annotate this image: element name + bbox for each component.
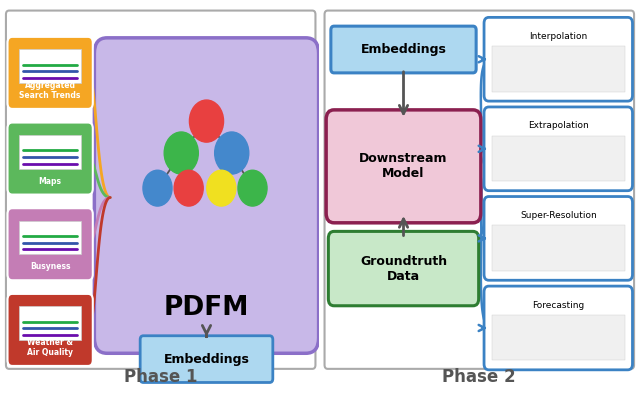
FancyBboxPatch shape: [19, 135, 81, 169]
Text: Phase 1: Phase 1: [124, 369, 198, 386]
FancyBboxPatch shape: [324, 11, 634, 369]
FancyBboxPatch shape: [492, 136, 625, 181]
FancyBboxPatch shape: [326, 110, 481, 223]
FancyBboxPatch shape: [19, 49, 81, 83]
Circle shape: [189, 100, 223, 142]
Text: Super-Resolution: Super-Resolution: [520, 211, 596, 220]
FancyBboxPatch shape: [19, 307, 81, 340]
FancyBboxPatch shape: [492, 46, 625, 92]
Text: Groundtruth
Data: Groundtruth Data: [360, 254, 447, 282]
FancyBboxPatch shape: [94, 38, 319, 353]
FancyBboxPatch shape: [8, 122, 93, 195]
Text: Extrapolation: Extrapolation: [528, 121, 589, 130]
FancyBboxPatch shape: [8, 294, 93, 366]
Text: Busyness: Busyness: [30, 262, 70, 271]
FancyBboxPatch shape: [492, 315, 625, 361]
Circle shape: [207, 170, 236, 206]
Text: Weather &
Air Quality: Weather & Air Quality: [27, 338, 73, 357]
FancyBboxPatch shape: [140, 336, 273, 382]
Text: Aggregated
Search Trends: Aggregated Search Trends: [19, 81, 81, 100]
Text: Embeddings: Embeddings: [164, 353, 250, 366]
FancyBboxPatch shape: [331, 26, 476, 73]
FancyBboxPatch shape: [8, 208, 93, 280]
FancyBboxPatch shape: [484, 17, 632, 101]
FancyBboxPatch shape: [492, 225, 625, 271]
Text: Embeddings: Embeddings: [360, 43, 447, 56]
FancyBboxPatch shape: [484, 197, 632, 280]
Text: PDFM: PDFM: [164, 295, 249, 322]
Circle shape: [143, 170, 172, 206]
Text: Interpolation: Interpolation: [529, 32, 588, 41]
Circle shape: [214, 132, 249, 174]
FancyBboxPatch shape: [484, 286, 632, 370]
Circle shape: [174, 170, 204, 206]
FancyBboxPatch shape: [6, 11, 316, 369]
FancyBboxPatch shape: [484, 107, 632, 191]
Text: Forecasting: Forecasting: [532, 301, 584, 310]
Text: Maps: Maps: [38, 177, 61, 186]
Text: Downstream
Model: Downstream Model: [359, 152, 448, 181]
Circle shape: [164, 132, 198, 174]
FancyBboxPatch shape: [328, 231, 479, 306]
Circle shape: [238, 170, 267, 206]
Text: Phase 2: Phase 2: [442, 369, 516, 386]
FancyBboxPatch shape: [8, 37, 93, 109]
FancyBboxPatch shape: [19, 221, 81, 254]
